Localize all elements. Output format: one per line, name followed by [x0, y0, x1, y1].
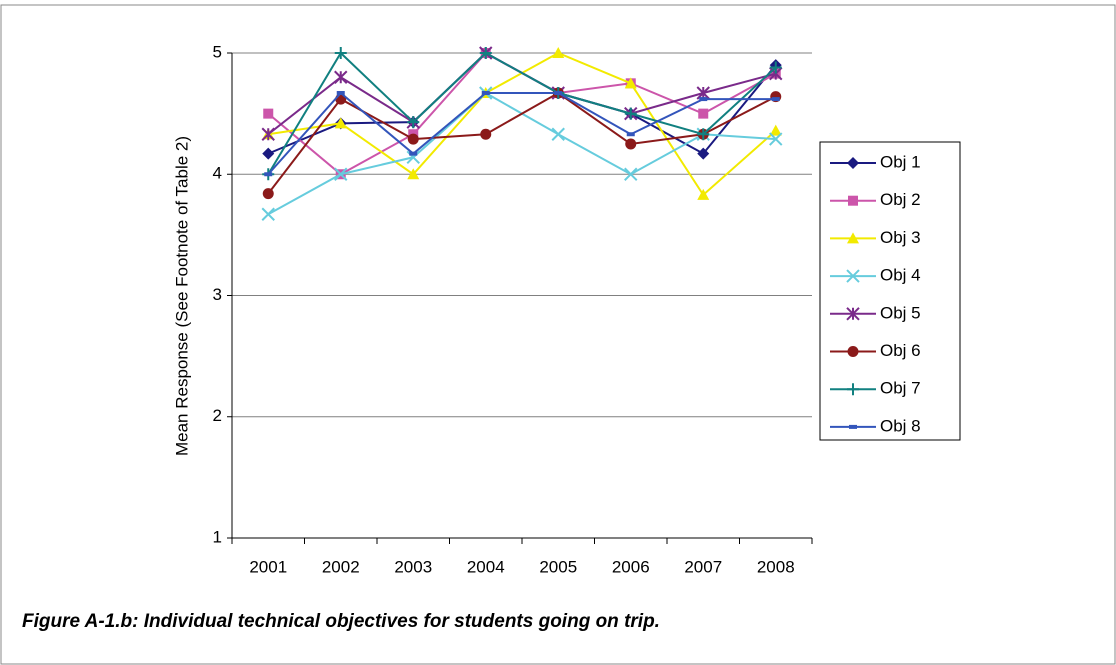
- y-tick-label: 3: [213, 285, 222, 304]
- marker: [846, 307, 860, 321]
- series-line: [267, 91, 777, 195]
- marker: [334, 70, 348, 84]
- marker: [625, 138, 637, 150]
- marker: [261, 127, 275, 141]
- marker: [771, 97, 780, 102]
- marker: [479, 47, 492, 59]
- marker: [261, 207, 275, 221]
- y-tick-label: 2: [213, 406, 222, 425]
- legend-label: Obj 7: [880, 379, 921, 398]
- x-tick-label: 2007: [684, 557, 722, 576]
- legend-label: Obj 1: [880, 152, 921, 171]
- series-line: [267, 91, 776, 175]
- x-tick-label: 2004: [467, 557, 505, 576]
- marker: [769, 132, 783, 146]
- marker: [697, 147, 710, 160]
- marker: [263, 108, 274, 119]
- marker: [769, 124, 782, 136]
- marker: [846, 269, 860, 283]
- frame: [0, 4, 1116, 665]
- marker: [409, 151, 418, 156]
- marker: [480, 128, 492, 140]
- marker: [848, 195, 858, 206]
- marker: [554, 91, 563, 96]
- y-tick-label: 4: [213, 164, 222, 183]
- y-tick-label: 1: [213, 527, 222, 546]
- x-tick-label: 2008: [757, 557, 795, 576]
- marker: [699, 97, 708, 102]
- marker: [262, 147, 275, 160]
- marker: [334, 47, 347, 59]
- marker: [407, 133, 419, 145]
- y-axis-label: Mean Response (See Footnote of Table 2): [172, 136, 191, 456]
- legend-label: Obj 3: [880, 228, 921, 247]
- marker: [847, 157, 859, 169]
- marker: [696, 86, 710, 100]
- marker: [407, 116, 420, 129]
- marker: [262, 188, 274, 200]
- marker: [624, 77, 637, 89]
- marker: [698, 108, 709, 119]
- legend-label: Obj 5: [880, 303, 921, 322]
- marker: [626, 132, 635, 137]
- x-tick-label: 2006: [612, 557, 650, 576]
- marker: [334, 117, 347, 129]
- marker: [847, 346, 859, 357]
- marker: [697, 188, 710, 200]
- legend-label: Obj 4: [880, 266, 921, 285]
- marker: [697, 128, 710, 141]
- marker: [552, 47, 565, 58]
- marker: [334, 167, 348, 181]
- x-tick-label: 2001: [249, 557, 287, 576]
- marker: [624, 107, 637, 120]
- marker: [847, 232, 859, 244]
- marker: [624, 167, 638, 181]
- caption: Figure A-1.b: Individual technical objec…: [22, 611, 660, 632]
- legend-label: Obj 6: [880, 341, 921, 360]
- legend-label: Obj 8: [880, 416, 921, 435]
- marker: [336, 91, 345, 96]
- marker: [407, 168, 420, 180]
- marker: [769, 61, 782, 74]
- marker: [481, 91, 490, 96]
- marker: [847, 383, 859, 396]
- x-tick-label: 2005: [539, 557, 577, 576]
- series-line: [267, 51, 777, 175]
- y-tick-label: 5: [213, 42, 222, 61]
- x-tick-label: 2002: [322, 557, 360, 576]
- marker: [551, 127, 565, 141]
- x-tick-label: 2003: [394, 557, 432, 576]
- marker: [264, 172, 273, 177]
- legend-box: [819, 141, 961, 441]
- marker: [849, 424, 857, 429]
- legend-label: Obj 2: [880, 190, 921, 209]
